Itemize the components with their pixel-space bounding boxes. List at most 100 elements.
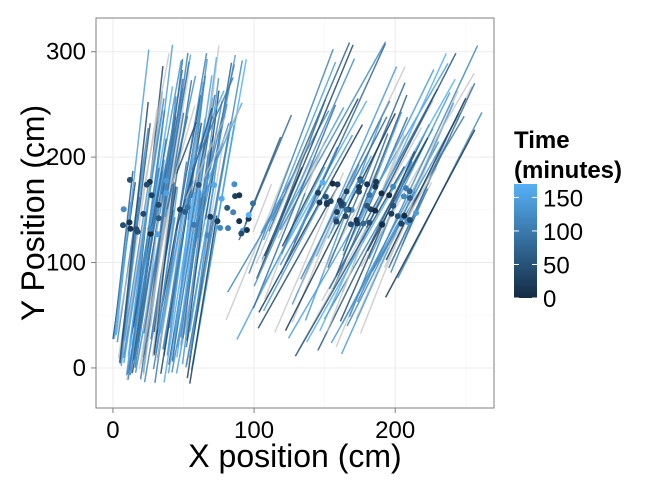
- trajectory-line: [113, 170, 134, 337]
- data-point: [154, 231, 161, 238]
- trajectory-line: [166, 115, 189, 210]
- trajectory-line: [142, 210, 167, 376]
- data-point: [127, 225, 134, 232]
- trajectory-line: [187, 75, 206, 220]
- trajectory-line: [226, 192, 287, 293]
- data-point: [316, 199, 323, 206]
- trajectory-line: [268, 42, 351, 232]
- data-point: [394, 213, 401, 220]
- data-point: [347, 221, 354, 228]
- trajectory-line: [339, 151, 416, 322]
- data-point: [148, 192, 155, 199]
- data-point: [343, 188, 350, 195]
- data-point: [231, 181, 238, 188]
- trajectory-line: [244, 136, 282, 225]
- trajectory-line: [258, 124, 364, 313]
- trajectory-line: [284, 113, 396, 331]
- data-point: [398, 220, 405, 227]
- trajectory-line: [189, 183, 215, 332]
- data-point: [364, 181, 371, 188]
- trajectory-line: [138, 70, 190, 370]
- trajectory-line: [323, 128, 434, 320]
- data-point: [353, 217, 360, 223]
- data-point: [372, 207, 379, 214]
- data-point: [401, 212, 408, 219]
- trajectory-line: [168, 172, 193, 329]
- trajectory-line: [281, 98, 359, 247]
- data-point: [364, 202, 370, 209]
- y-tick-label: 100: [46, 250, 86, 277]
- data-point: [390, 202, 397, 209]
- trajectory-line: [366, 137, 429, 252]
- trajectory-line: [330, 113, 460, 344]
- trajectory-line: [342, 133, 389, 252]
- legend-ticks: 0 50 100 150: [514, 185, 583, 313]
- trajectory-line: [388, 167, 438, 249]
- x-tick-labels: 0 100 200: [106, 408, 415, 444]
- data-point: [373, 178, 380, 185]
- trajectory-line: [335, 94, 408, 277]
- data-point: [204, 232, 211, 239]
- data-point: [207, 213, 214, 220]
- data-point: [366, 219, 373, 226]
- data-point: [343, 206, 350, 213]
- panel-frame: [95, 17, 495, 409]
- data-point: [334, 181, 341, 188]
- data-point: [356, 188, 362, 195]
- data-point: [163, 177, 170, 184]
- trajectory-line: [327, 155, 373, 239]
- data-point: [372, 183, 379, 190]
- trajectory-line: [123, 110, 164, 363]
- legend-title-line-2: (minutes): [514, 157, 622, 184]
- legend-tick-label: 0: [543, 286, 556, 313]
- trajectory-line: [179, 190, 202, 338]
- x-tick-label: 200: [375, 417, 415, 444]
- data-point: [388, 210, 395, 217]
- data-point: [155, 215, 162, 222]
- data-point: [360, 220, 367, 227]
- trajectory-line: [257, 184, 340, 329]
- trajectory-line: [279, 134, 354, 266]
- trajectory-line: [118, 101, 149, 363]
- trajectory-line: [252, 104, 337, 309]
- data-point: [163, 190, 170, 196]
- trajectory-line: [143, 61, 190, 334]
- trajectory-line: [185, 115, 227, 200]
- data-point: [356, 184, 362, 190]
- data-point: [236, 218, 243, 225]
- trajectory-line: [201, 107, 241, 183]
- trajectory-line: [327, 82, 406, 268]
- axes: 0 100 200 0 100 200 300 X position (cm) Y Pos…: [15, 39, 415, 474]
- data-point: [402, 185, 409, 192]
- data-point: [319, 179, 326, 186]
- data-point: [120, 222, 126, 229]
- data-point: [224, 204, 231, 211]
- trajectory-line: [185, 121, 232, 368]
- data-point: [379, 221, 385, 228]
- trajectory-line: [356, 45, 479, 303]
- data-point: [190, 221, 197, 228]
- data-point: [250, 200, 256, 207]
- legend-tick-label: 50: [543, 252, 570, 279]
- data-point: [333, 218, 340, 225]
- trajectory-line: [236, 166, 326, 340]
- trajectory-line: [294, 166, 406, 357]
- data-point: [177, 206, 183, 213]
- data-point: [147, 230, 154, 237]
- data-point: [126, 219, 133, 226]
- data-point: [413, 209, 420, 216]
- trajectory-line: [332, 116, 409, 290]
- data-point: [238, 230, 245, 237]
- trajectory-line: [189, 215, 218, 384]
- data-point: [126, 176, 133, 183]
- x-axis-title: X position (cm): [188, 438, 401, 474]
- y-axis-title: Y Position (cm): [15, 105, 51, 321]
- y-tick-label: 200: [46, 144, 86, 171]
- trajectory-line: [356, 111, 403, 228]
- legend: Time (minutes) 0 50 100 150: [514, 127, 622, 313]
- data-point: [236, 192, 243, 199]
- trajectory-line: [115, 53, 170, 334]
- trajectory-line: [163, 118, 206, 383]
- trajectory-line: [306, 78, 456, 343]
